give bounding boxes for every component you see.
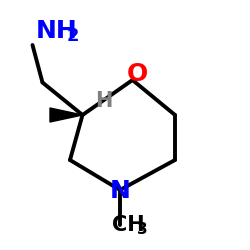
Text: 3: 3 xyxy=(137,222,147,238)
Text: NH: NH xyxy=(36,19,78,43)
Text: 2: 2 xyxy=(66,27,79,45)
Text: O: O xyxy=(126,62,148,86)
Text: CH: CH xyxy=(112,215,144,235)
Polygon shape xyxy=(50,108,82,122)
Text: N: N xyxy=(110,178,130,203)
Text: H: H xyxy=(95,91,112,111)
